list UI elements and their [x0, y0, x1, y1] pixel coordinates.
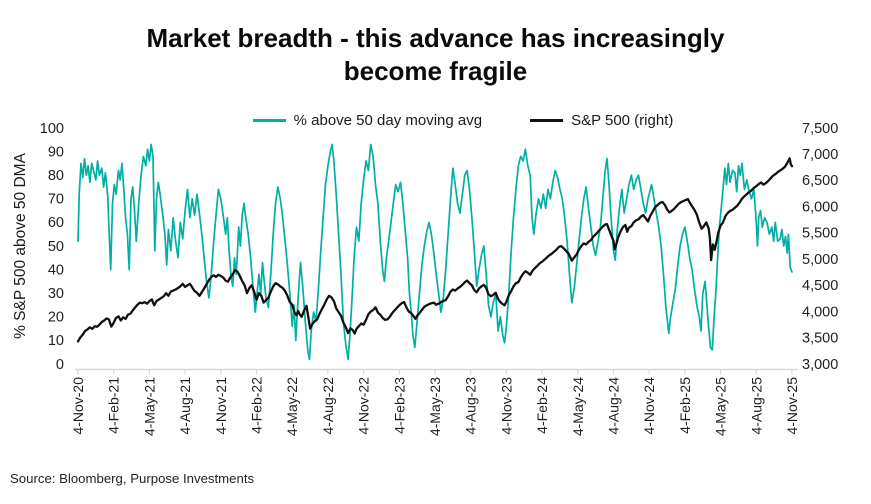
left-axis-tick-label: 80	[48, 168, 64, 184]
right-axis-tick-label: 3,000	[802, 357, 838, 373]
x-axis-label: 4-May-22	[284, 377, 300, 436]
x-axis-label: 4-Nov-20	[70, 377, 86, 435]
x-axis-label: 4-May-25	[713, 377, 729, 436]
x-axis-label: 4-Feb-21	[106, 377, 122, 434]
left-axis-tick-label: 0	[56, 357, 64, 373]
series-line-sp500	[76, 157, 794, 343]
right-axis-tick-label: 6,500	[802, 173, 838, 189]
left-axis-tick-label: 90	[48, 144, 64, 160]
left-axis-tick-label: 100	[40, 121, 64, 137]
right-axis-tick-label: 4,000	[802, 304, 838, 320]
x-axis-label: 4-Nov-25	[784, 377, 800, 435]
x-axis-label: 4-Feb-23	[391, 377, 407, 434]
x-axis-label: 4-Nov-21	[213, 377, 229, 435]
x-axis-label: 4-Aug-22	[320, 377, 336, 435]
right-axis-tick-label: 5,500	[802, 226, 838, 242]
right-axis-tick-label: 7,000	[802, 147, 838, 163]
right-axis-tick-label: 6,000	[802, 200, 838, 216]
breadth-line-swatch-icon	[252, 119, 286, 122]
x-axis-label: 4-Feb-24	[534, 377, 550, 434]
left-axis-tick-label: 70	[48, 192, 64, 208]
x-axis-label: 4-Nov-23	[498, 377, 514, 435]
legend-item-sp500: S&P 500 (right)	[530, 112, 673, 129]
source-note: Source: Bloomberg, Purpose Investments	[10, 471, 255, 486]
chart-title-line2: become fragile	[343, 56, 528, 86]
x-axis-label: 4-May-24	[570, 377, 586, 436]
x-axis-label: 4-May-23	[427, 377, 443, 436]
x-axis-label: 4-Nov-24	[641, 377, 657, 435]
chart-title: Market breadth - this advance has increa…	[86, 22, 786, 88]
legend: % above 50 day moving avg S&P 500 (right…	[0, 112, 871, 129]
left-axis-tick-label: 40	[48, 262, 64, 278]
left-axis-tick-label: 30	[48, 286, 64, 302]
series-line-breadth	[77, 143, 793, 361]
left-axis-tick-label: 20	[48, 310, 64, 326]
x-axis-label: 4-Aug-23	[463, 377, 479, 435]
right-axis-tick-label: 5,000	[802, 252, 838, 268]
x-axis-label: 4-Aug-21	[177, 377, 193, 435]
sp500-line-swatch-icon	[530, 119, 564, 122]
x-axis-label: 4-Feb-25	[677, 377, 693, 434]
x-axis-label: 4-Aug-24	[606, 377, 622, 435]
left-axis-tick-label: 60	[48, 215, 64, 231]
left-axis-tick-label: 50	[48, 239, 64, 255]
x-axis-label: 4-Feb-22	[249, 377, 265, 434]
right-axis-tick-label: 4,500	[802, 278, 838, 294]
x-axis-label: 4-Nov-22	[356, 377, 372, 435]
legend-label-sp500: S&P 500 (right)	[571, 112, 674, 129]
left-axis-tick-label: 10	[48, 333, 64, 349]
right-axis-tick-label: 3,500	[802, 331, 838, 347]
right-axis-tick-label: 7,500	[802, 121, 838, 137]
chart-title-line1: Market breadth - this advance has increa…	[146, 23, 725, 53]
x-axis-label: 4-Aug-25	[748, 377, 764, 435]
legend-item-breadth: % above 50 day moving avg	[252, 112, 483, 129]
legend-label-breadth: % above 50 day moving avg	[293, 112, 483, 129]
x-axis-label: 4-May-21	[141, 377, 157, 436]
